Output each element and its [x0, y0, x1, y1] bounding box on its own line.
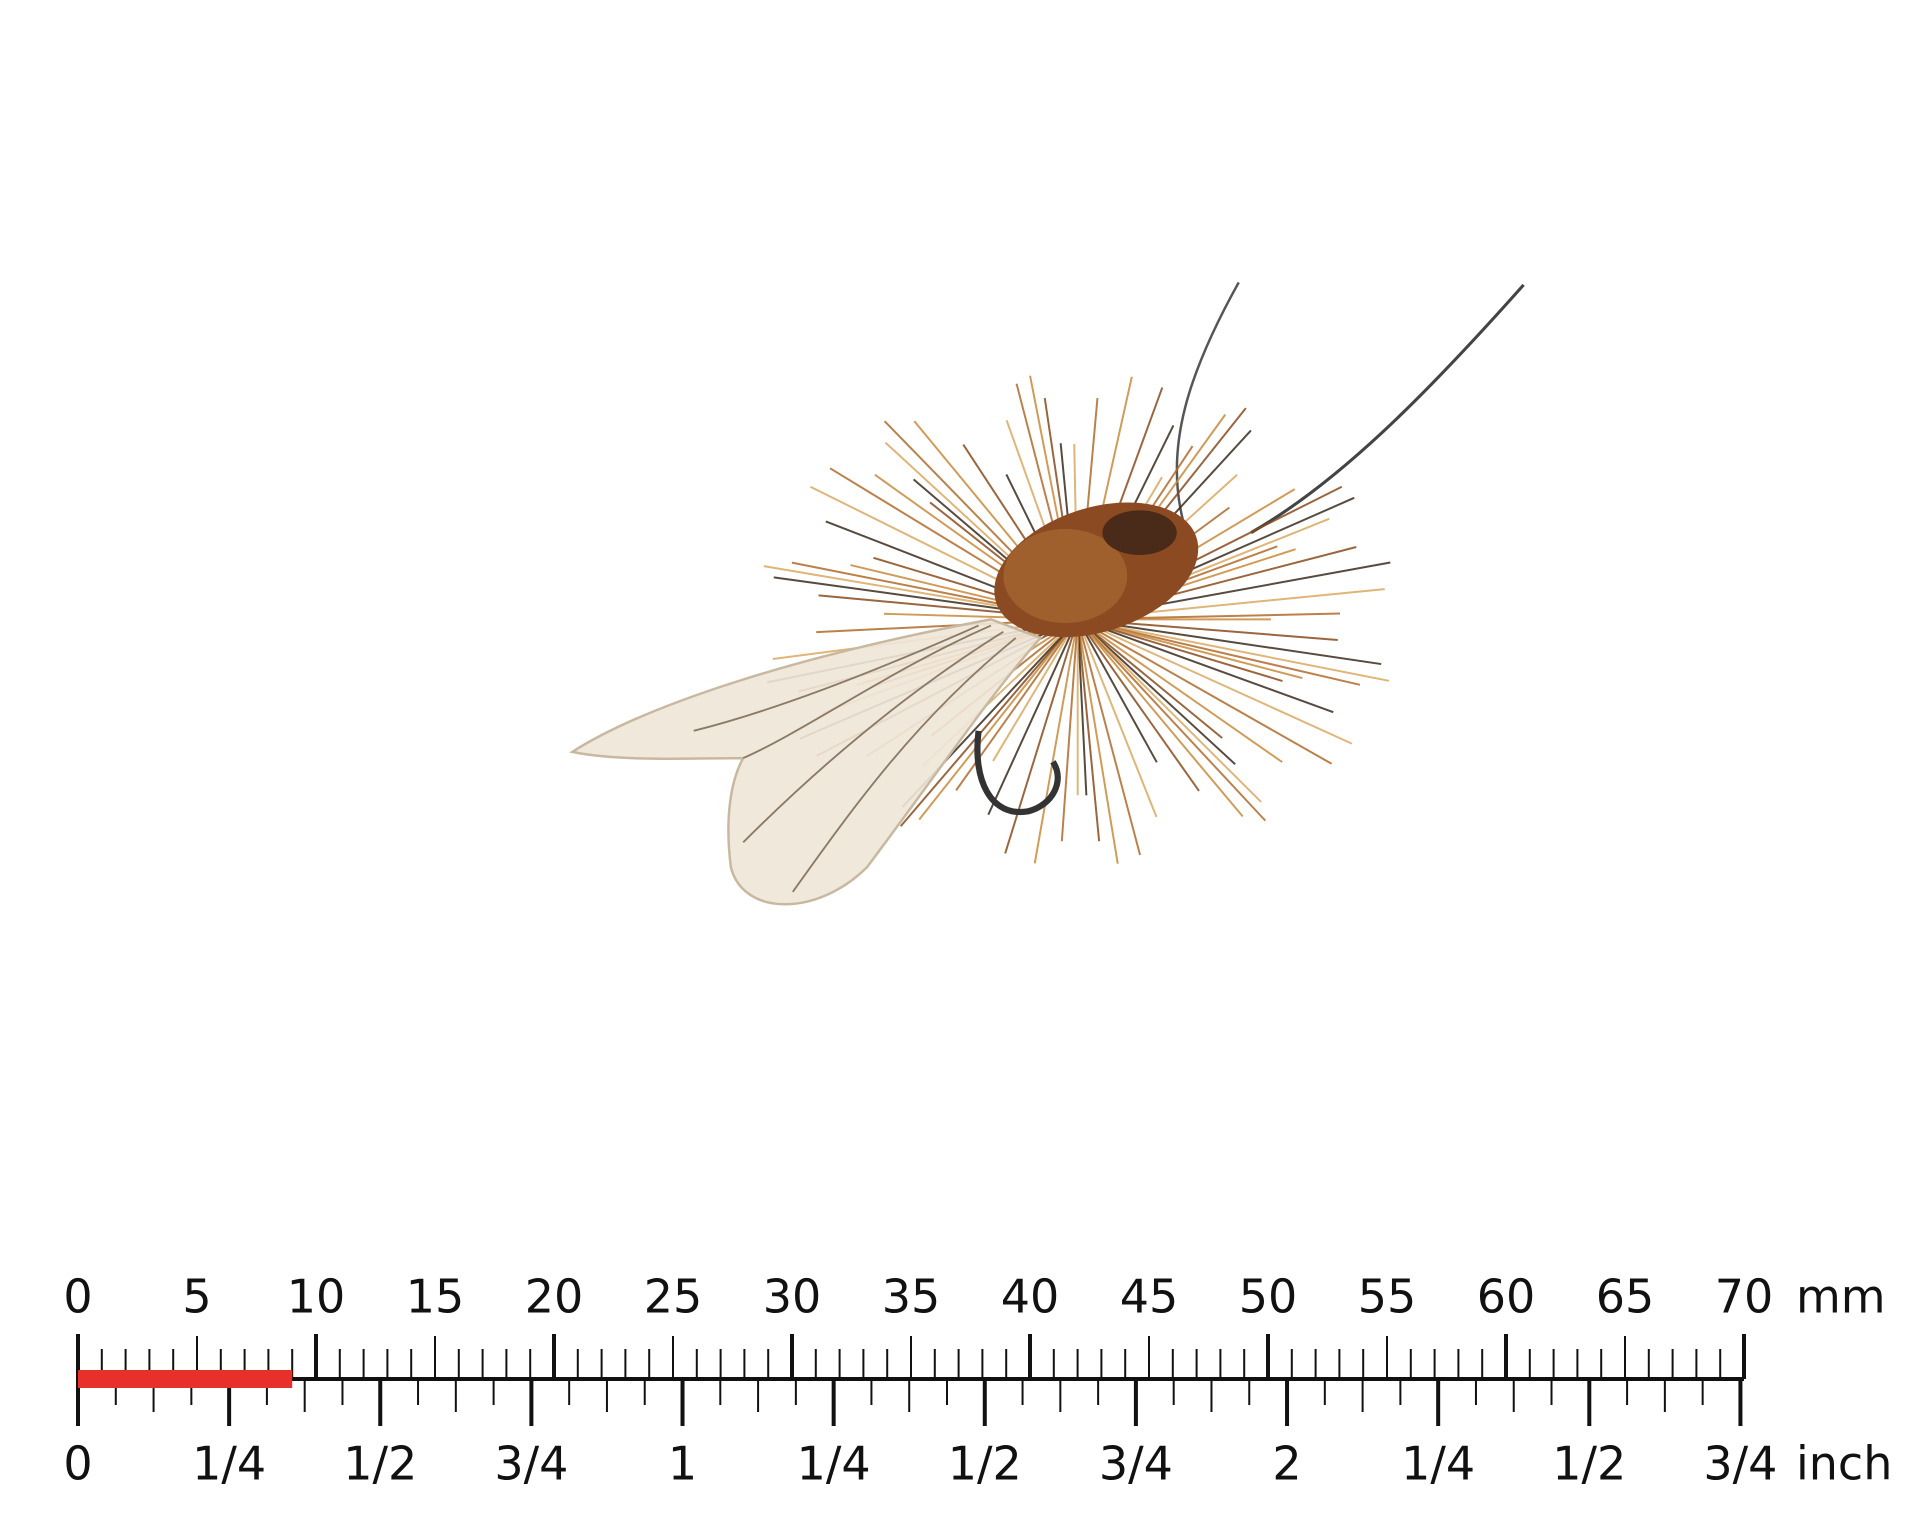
hackle-fiber	[1077, 618, 1361, 686]
fly	[569, 281, 1525, 906]
inch-label: 0	[63, 1437, 92, 1491]
unit-label: mm	[1796, 1270, 1886, 1324]
inch-label: 1/4	[1401, 1437, 1475, 1491]
hackle-fiber	[1076, 618, 1158, 818]
hackle-fiber	[1077, 618, 1303, 680]
body-highlight	[1003, 528, 1128, 624]
inch-label: 3/4	[494, 1437, 568, 1491]
mm-label: 0	[63, 1270, 92, 1324]
wing	[569, 618, 1043, 906]
hackle-fiber	[1076, 618, 1267, 822]
inch-label: 1/2	[343, 1437, 417, 1491]
mm-label: 55	[1358, 1270, 1417, 1324]
mm-label: 30	[763, 1270, 822, 1324]
mm-label: 20	[525, 1270, 584, 1324]
hackle-fiber	[1060, 619, 1079, 842]
mm-label: 50	[1239, 1270, 1298, 1324]
mm-label: 25	[644, 1270, 703, 1324]
mm-label: 10	[287, 1270, 346, 1324]
inch-label: 3/4	[1099, 1437, 1173, 1491]
hackle-fiber	[1077, 618, 1390, 682]
measure-marker	[78, 1370, 293, 1388]
hook	[974, 730, 1061, 816]
antenna	[1250, 283, 1525, 534]
inch-label: 1/4	[797, 1437, 871, 1491]
mm-label: 60	[1477, 1270, 1536, 1324]
hackle-fiber	[1076, 619, 1088, 796]
inch-label: 3/4	[1703, 1437, 1777, 1491]
mm-label: 40	[1001, 1270, 1060, 1324]
hackle-fiber	[1077, 618, 1353, 745]
mm-label: 5	[182, 1270, 211, 1324]
hackle-fiber	[1077, 618, 1333, 765]
hackle-fiber	[1076, 619, 1119, 864]
body-dark	[1102, 510, 1177, 555]
hackle-fiber	[1077, 618, 1223, 739]
wing-veins	[693, 624, 1017, 893]
hackle-fiber	[899, 618, 1079, 827]
inch-label: 1	[668, 1437, 697, 1491]
hackle-fiber	[1076, 618, 1200, 792]
hackle-fiber	[918, 618, 1079, 821]
hackle-fiber	[992, 618, 1079, 762]
hackle-fiber	[987, 618, 1079, 816]
inch-label: 1/4	[192, 1437, 266, 1491]
inch-label: 1/2	[948, 1437, 1022, 1491]
ruler: mm inch 0 5 10 15 20 25 30 35 40 45 50 55 60 65 70 0 1/4…	[63, 1270, 1892, 1491]
inch-label: 1/2	[1552, 1437, 1626, 1491]
mm-label: 15	[406, 1270, 465, 1324]
hackle-fiber	[1077, 618, 1283, 763]
hackle-fiber	[1033, 619, 1079, 864]
hackle-fiber	[1076, 618, 1244, 818]
hackle-fiber	[1077, 618, 1382, 666]
mm-label: 70	[1715, 1270, 1774, 1324]
hackle-fiber	[1076, 619, 1101, 842]
hackle-fiber	[1077, 618, 1334, 714]
hackle-fiber	[1076, 618, 1236, 765]
hackle-fiber	[1076, 618, 1262, 803]
unit-label: inch	[1796, 1437, 1892, 1491]
mm-label: 45	[1120, 1270, 1179, 1324]
mm-label: 65	[1596, 1270, 1655, 1324]
hackle-fiber	[1076, 618, 1158, 763]
mm-label: 35	[882, 1270, 941, 1324]
hackle-fiber	[1076, 619, 1142, 856]
inch-label: 2	[1272, 1437, 1301, 1491]
